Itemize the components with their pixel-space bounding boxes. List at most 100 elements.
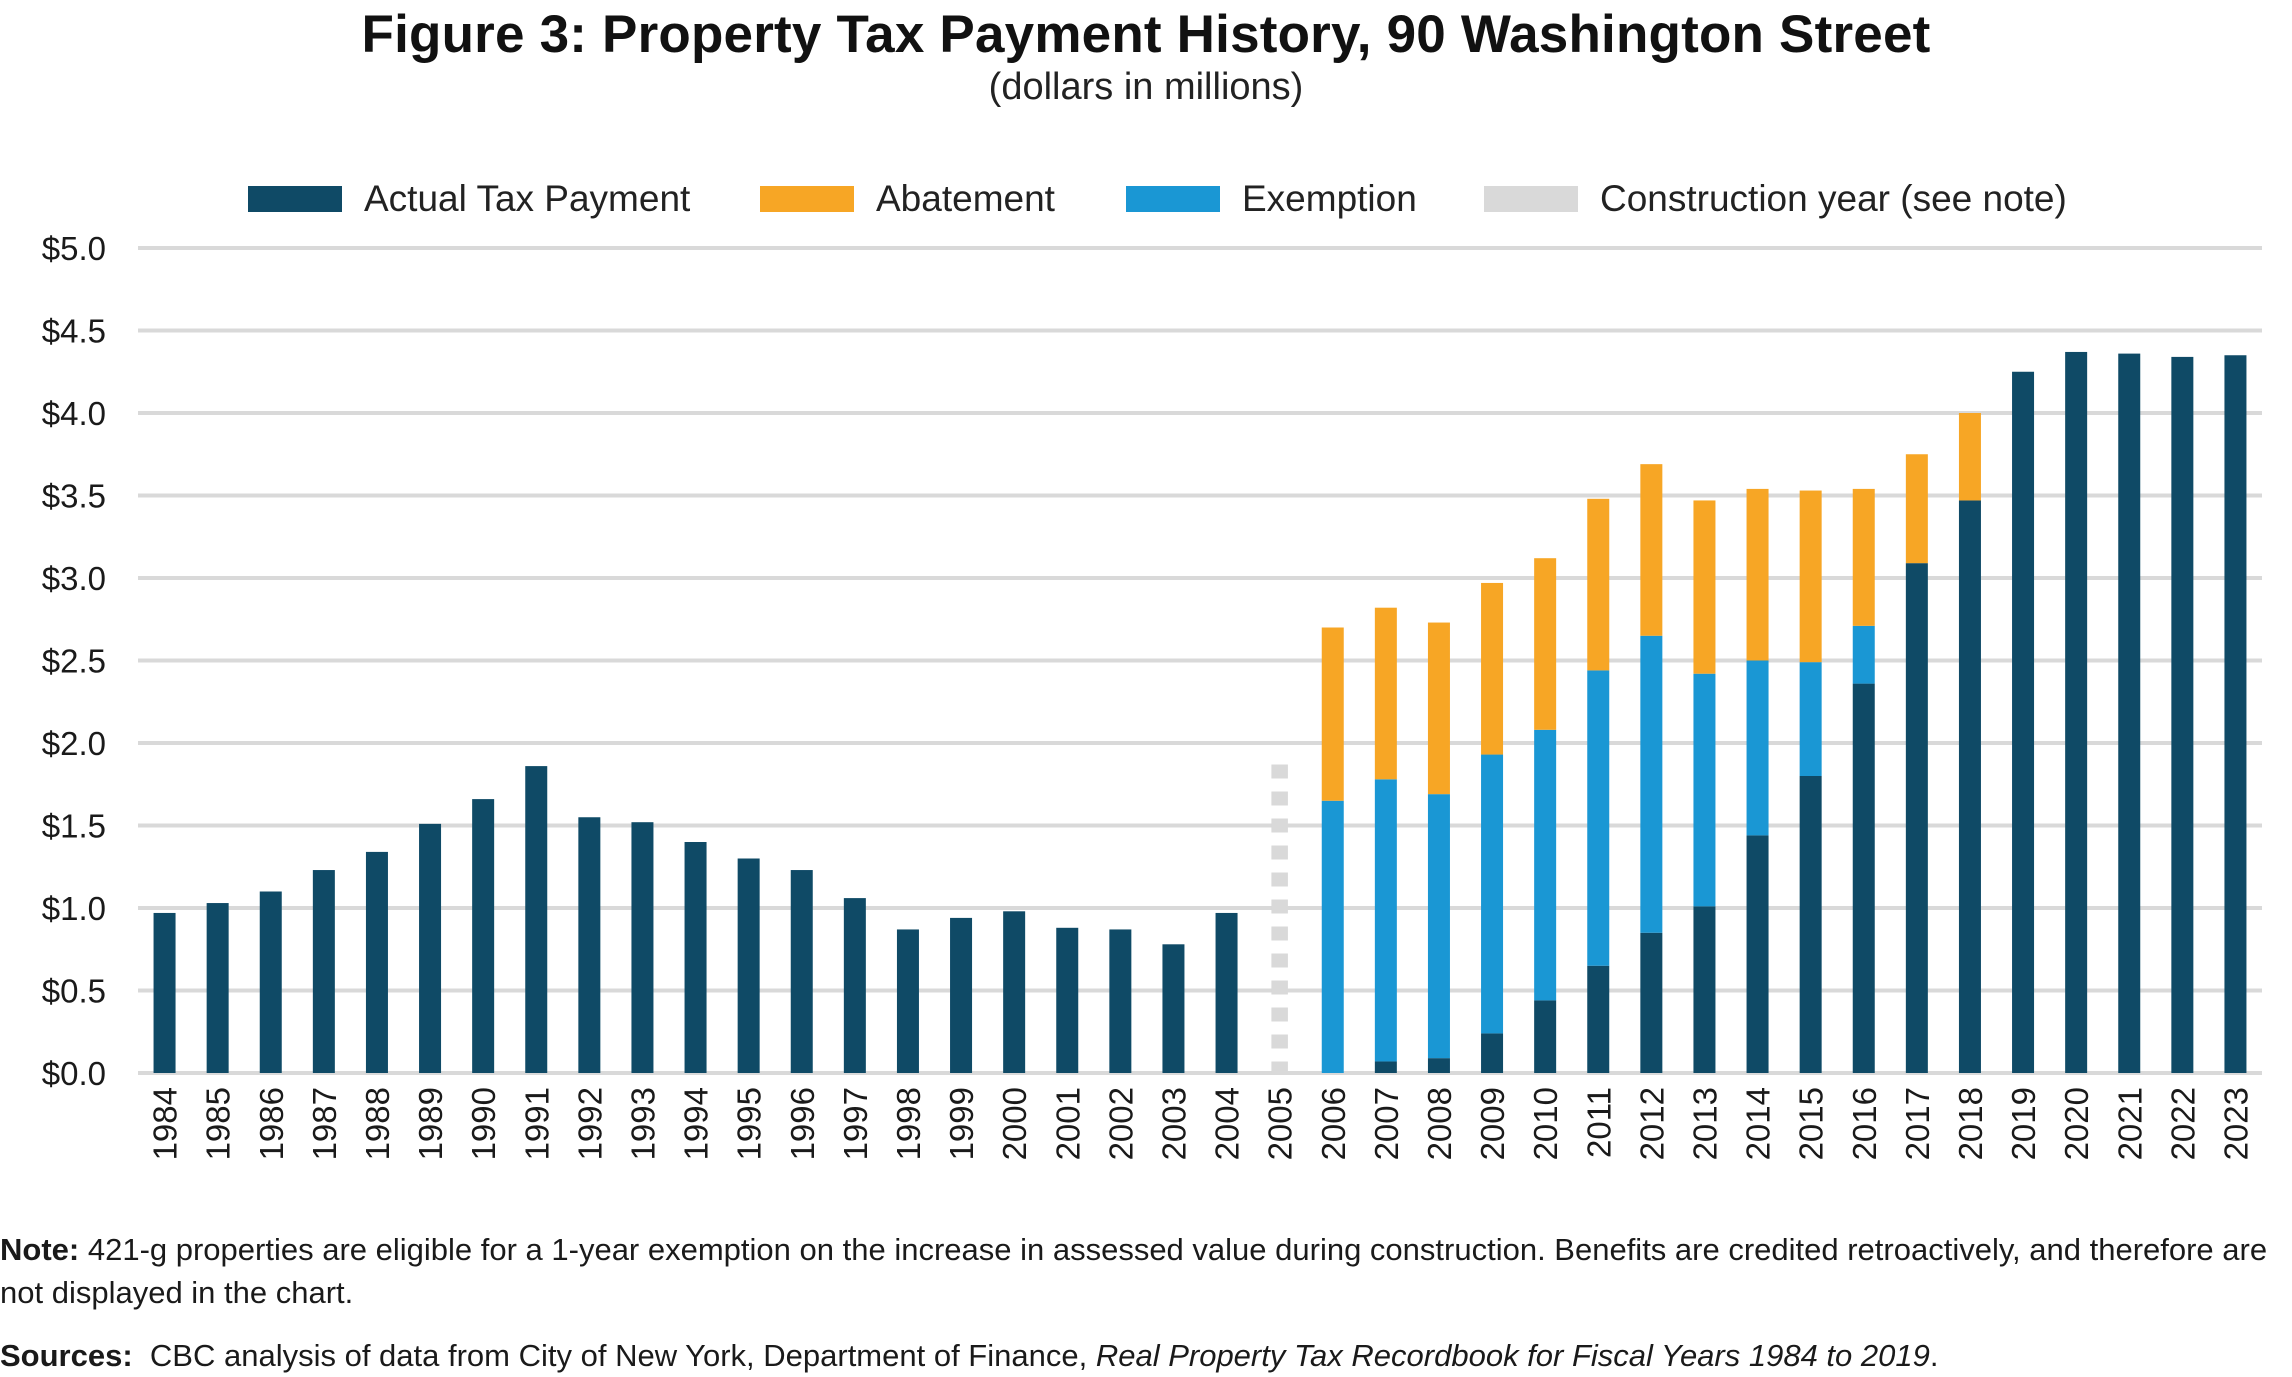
legend-label: Abatement <box>876 178 1056 219</box>
bar-exemption-2015 <box>1799 662 1822 776</box>
gridlines <box>138 246 2262 1075</box>
bar-exemption-2014 <box>1746 660 1769 836</box>
bar-actual-1986 <box>259 891 282 1073</box>
bar-actual-1999 <box>950 917 973 1073</box>
bar-abatement-2009 <box>1481 582 1504 755</box>
x-tick-label: 2001 <box>1049 1087 1086 1160</box>
y-tick-label: $5.0 <box>42 230 106 267</box>
bar-actual-2013 <box>1693 906 1716 1073</box>
y-tick-label: $3.0 <box>42 560 106 597</box>
legend-label: Actual Tax Payment <box>364 178 691 219</box>
legend-item-abatement: Abatement <box>760 178 1056 219</box>
bar-actual-1998 <box>896 929 919 1073</box>
bar-exemption-2013 <box>1693 673 1716 907</box>
bar-actual-2014 <box>1746 835 1769 1073</box>
bar-actual-2011 <box>1587 965 1610 1073</box>
x-tick-label: 2000 <box>996 1087 1033 1160</box>
x-tick-label: 1984 <box>147 1087 184 1160</box>
x-tick-label: 2010 <box>1527 1087 1564 1160</box>
y-tick-label: $2.5 <box>42 643 106 680</box>
bar-actual-1985 <box>206 903 229 1073</box>
bar-chart: $0.0 $0.5 $1.0 $1.5 $2.0 $2.5 $3.0 $3.5 $4.0 $4.5… <box>42 178 2262 1160</box>
bar-abatement-2010 <box>1534 558 1557 730</box>
chart-subtitle: (dollars in millions) <box>988 66 1304 108</box>
bar-actual-2012 <box>1640 932 1663 1073</box>
bar-actual-1996 <box>790 870 813 1073</box>
legend-swatch <box>1484 186 1578 212</box>
x-tick-label: 1986 <box>253 1087 290 1160</box>
bar-abatement-2013 <box>1693 500 1716 674</box>
x-tick-label: 2002 <box>1102 1087 1139 1160</box>
bar-abatement-2015 <box>1799 490 1822 663</box>
x-tick-label: 2017 <box>1899 1087 1936 1160</box>
bar-actual-2021 <box>2118 353 2141 1074</box>
bar-actual-2001 <box>1056 927 1079 1073</box>
y-tick-label: $4.0 <box>42 395 106 432</box>
bar-exemption-2007 <box>1374 779 1397 1062</box>
bar-actual-2009 <box>1481 1033 1504 1073</box>
y-tick-label: $0.0 <box>42 1055 106 1092</box>
bar-exemption-2006 <box>1321 800 1344 1073</box>
x-tick-label: 1997 <box>837 1087 874 1160</box>
bar-exemption-2012 <box>1640 635 1663 933</box>
y-tick-label: $2.0 <box>42 725 106 762</box>
x-tick-label: 2015 <box>1793 1087 1830 1160</box>
x-tick-label: 1987 <box>306 1087 343 1160</box>
x-tick-label: 2020 <box>2058 1087 2095 1160</box>
bar-actual-2016 <box>1852 683 1875 1073</box>
x-tick-label: 2004 <box>1209 1087 1246 1160</box>
bar-actual-1988 <box>365 851 388 1073</box>
y-tick-label: $1.5 <box>42 808 106 845</box>
x-tick-label: 2011 <box>1580 1087 1617 1158</box>
bars <box>153 351 2247 1074</box>
x-tick-label: 2023 <box>2217 1087 2254 1160</box>
bar-actual-1995 <box>737 858 760 1073</box>
x-tick-label: 2019 <box>2005 1087 2042 1160</box>
sources-label: Sources: <box>0 1338 133 1373</box>
x-tick-label: 1991 <box>518 1087 555 1160</box>
x-tick-label: 2018 <box>1952 1087 1989 1160</box>
note-paragraph: Note: 421-g properties are eligible for … <box>0 1228 2270 1314</box>
bar-abatement-2006 <box>1321 627 1344 801</box>
legend-item-construction: Construction year (see note) <box>1484 178 2067 219</box>
x-tick-label: 2006 <box>1315 1087 1352 1160</box>
sources-text: CBC analysis of data from City of New Yo… <box>149 1338 1096 1373</box>
bar-abatement-2018 <box>1958 413 1981 501</box>
bar-actual-2019 <box>2012 371 2035 1073</box>
x-tick-label: 2005 <box>1262 1087 1299 1160</box>
x-tick-label: 1990 <box>465 1087 502 1160</box>
bar-abatement-2011 <box>1587 498 1610 671</box>
bar-actual-1991 <box>525 766 548 1073</box>
y-tick-label: $4.5 <box>42 313 106 350</box>
bar-actual-2003 <box>1162 944 1185 1073</box>
bar-abatement-2016 <box>1852 488 1875 626</box>
x-tick-label: 2012 <box>1633 1087 1670 1160</box>
bar-actual-2023 <box>2224 355 2247 1073</box>
x-tick-label: 1989 <box>412 1087 449 1160</box>
bar-exemption-2009 <box>1481 754 1504 1034</box>
bar-actual-2008 <box>1427 1058 1450 1073</box>
bar-abatement-2007 <box>1374 607 1397 780</box>
legend-swatch <box>760 186 854 212</box>
x-tick-label: 1993 <box>624 1087 661 1160</box>
note-label: Note: <box>0 1232 80 1267</box>
bar-actual-1989 <box>419 823 442 1073</box>
note-text: 421-g properties are eligible for a 1-ye… <box>0 1232 2268 1310</box>
bar-actual-1990 <box>472 799 495 1073</box>
x-tick-label: 2014 <box>1740 1087 1777 1160</box>
bar-exemption-2011 <box>1587 670 1610 966</box>
x-tick-label: 2021 <box>2111 1087 2148 1160</box>
x-tick-label: 1992 <box>571 1087 608 1160</box>
bar-actual-1994 <box>684 842 707 1073</box>
y-tick-label: $3.5 <box>42 478 106 515</box>
legend-swatch <box>248 186 342 212</box>
x-axis-ticks: 1984 1985 1986 1987 1988 1989 1990 1991 1992 1993… <box>147 1087 2255 1160</box>
bar-actual-1997 <box>843 898 866 1073</box>
bar-actual-2018 <box>1958 500 1981 1073</box>
y-tick-label: $1.0 <box>42 890 106 927</box>
legend: Actual Tax Payment Abatement Exemption Cons… <box>248 178 2067 219</box>
sources-end: . <box>1929 1338 1939 1373</box>
x-tick-label: 1985 <box>200 1087 237 1160</box>
bar-actual-2017 <box>1905 563 1928 1073</box>
bar-abatement-2008 <box>1427 622 1450 795</box>
